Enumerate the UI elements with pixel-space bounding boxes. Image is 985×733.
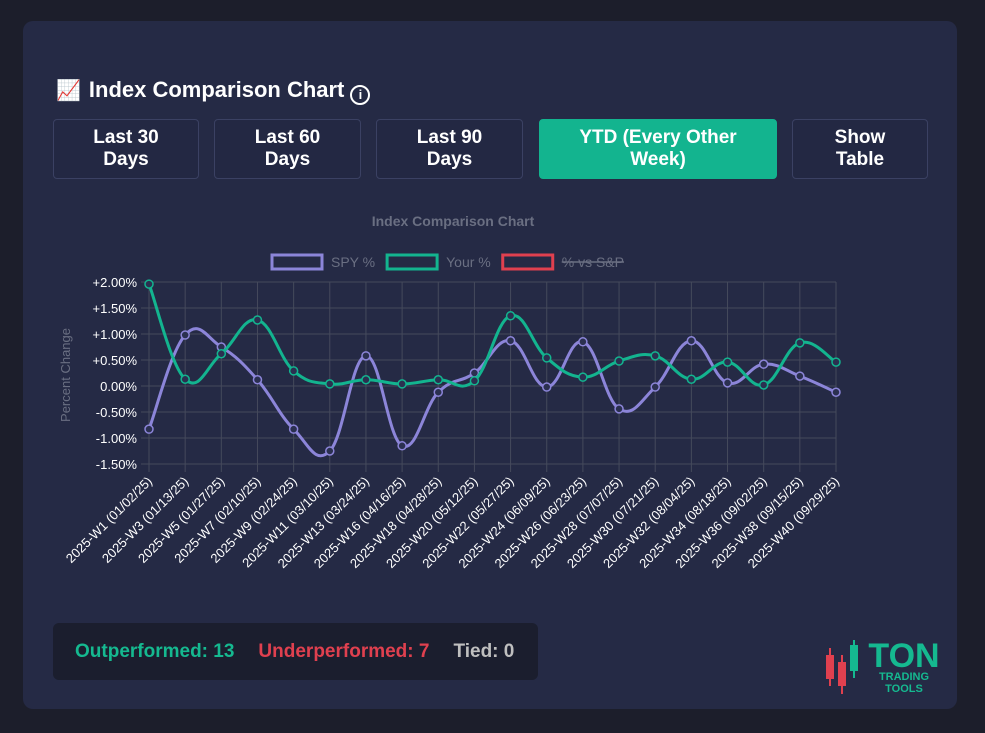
point (433, 375, 444, 385)
point (578, 372, 588, 382)
outperformed-value: 13 (213, 640, 235, 662)
point (397, 379, 407, 389)
legend-swatch (270, 253, 324, 271)
point (361, 351, 371, 361)
legend-label[interactable]: Your % (446, 254, 491, 270)
underperformed: Underperformed: 7 (258, 641, 429, 663)
chart-title: Index Comparison Chart (372, 213, 535, 229)
point (795, 371, 805, 381)
y-tick-label: 0.00% (100, 379, 137, 394)
logo-line: TOOLS (885, 683, 923, 695)
y-tick-label: +1.50% (93, 301, 138, 316)
point (722, 378, 733, 388)
point (758, 380, 769, 390)
point (686, 336, 697, 346)
header-title: Index Comparison Chart (88, 77, 345, 102)
point (758, 359, 769, 369)
tied-label: Tied: (453, 640, 499, 662)
header: 📈 Index Comparison Chart i (56, 77, 371, 105)
logo-line: TRADING (879, 671, 929, 683)
point (722, 357, 733, 367)
tied-value: 0 (503, 640, 515, 662)
logo-brand: TON (868, 637, 939, 675)
range-button[interactable]: Last 90 Days (376, 119, 523, 179)
point (288, 366, 299, 376)
point (325, 379, 335, 389)
point (614, 356, 624, 366)
range-button[interactable]: YTD (Every Other Week) (539, 119, 777, 179)
underperformed-label: Underperformed: (258, 640, 414, 662)
point (650, 351, 660, 361)
point (505, 336, 516, 346)
point (252, 375, 263, 385)
point (433, 387, 444, 397)
point (288, 424, 299, 434)
legend-swatch (385, 253, 439, 271)
y-tick-label: +1.00% (93, 327, 138, 342)
point (614, 404, 624, 414)
point (831, 357, 841, 367)
point (144, 279, 154, 289)
logo: TON TRADING TOOLS (826, 637, 940, 695)
outperformed-label: Outperformed: (75, 640, 208, 662)
legend-label[interactable]: SPY % (331, 254, 375, 270)
point (180, 330, 190, 340)
point (361, 375, 371, 385)
point (831, 387, 841, 397)
y-tick-label: -1.50% (96, 457, 138, 472)
point (469, 376, 480, 386)
series-line (147, 283, 837, 388)
legend-swatch (501, 253, 555, 271)
point (144, 424, 154, 434)
y-tick-label: -0.50% (96, 405, 138, 420)
y-tick-label: +2.00% (93, 275, 138, 290)
header-icon: 📈 (56, 80, 81, 102)
info-icon[interactable]: i (350, 85, 371, 105)
point (541, 382, 552, 392)
tied: Tied: 0 (453, 641, 514, 663)
point (216, 349, 227, 359)
point (795, 338, 805, 348)
point (578, 337, 588, 347)
point (650, 382, 660, 392)
range-button[interactable]: Last 60 Days (214, 119, 361, 179)
y-axis-label: Percent Change (58, 328, 73, 422)
y-tick-label: -1.00% (96, 431, 138, 446)
table-button[interactable]: Show Table (792, 119, 928, 179)
outperformed: Outperformed: 13 (75, 641, 234, 663)
point (541, 353, 552, 363)
range-button[interactable]: Last 30 Days (53, 119, 199, 179)
point (686, 374, 697, 384)
point (397, 441, 407, 451)
point (252, 315, 263, 325)
underperformed-value: 7 (418, 640, 430, 662)
series-line (147, 327, 837, 458)
point (325, 446, 335, 456)
y-tick-label: +0.50% (93, 353, 138, 368)
point (180, 374, 190, 384)
summary: Outperformed: 13 Underperformed: 7 Tied:… (53, 623, 538, 680)
point (505, 311, 516, 321)
